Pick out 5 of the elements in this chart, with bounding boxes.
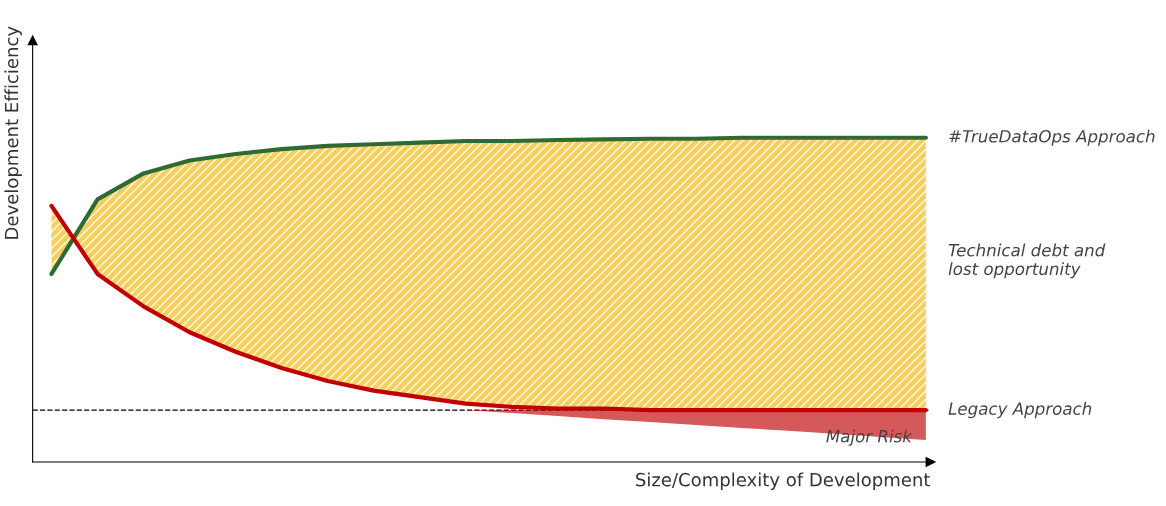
series-label: #TrueDataOps Approach [949,129,1155,146]
text: Technical debt and lost opportunity [948,243,1106,279]
y-axis-title: Development Efficiency [4,26,22,239]
series-label: Legacy Approach [948,402,1092,419]
x-axis-title: Size/Complexity of Development [636,472,931,490]
